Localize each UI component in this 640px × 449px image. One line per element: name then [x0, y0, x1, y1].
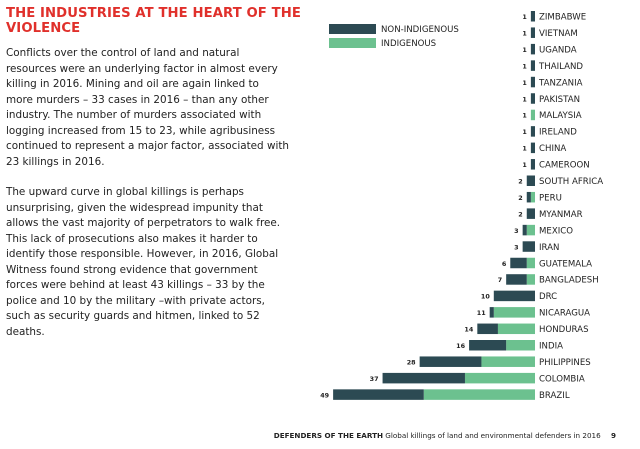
- value-label-honduras: 14: [464, 326, 473, 334]
- bar-non-indigenous-honduras: [477, 323, 498, 335]
- value-label-south-africa: 2: [518, 178, 522, 186]
- category-label-bangladesh: BANGLADESH: [539, 276, 599, 286]
- bar-indigenous-peru: [530, 191, 535, 203]
- value-label-peru: 2: [518, 194, 522, 202]
- value-label-colombia: 37: [370, 375, 379, 383]
- value-label-india: 16: [456, 342, 465, 350]
- category-label-guatemala: GUATEMALA: [539, 259, 592, 269]
- bar-indigenous-guatemala: [526, 257, 535, 269]
- value-label-zimbabwe: 1: [522, 13, 526, 21]
- value-label-brazil: 49: [320, 391, 329, 399]
- value-label-pakistan: 1: [522, 95, 526, 103]
- bar-non-indigenous-myanmar: [526, 208, 535, 219]
- category-label-philippines: PHILIPPINES: [539, 358, 591, 368]
- bar-non-indigenous-tanzania: [530, 76, 535, 88]
- value-label-ireland: 1: [522, 128, 526, 136]
- value-label-uganda: 1: [522, 46, 526, 54]
- category-label-colombia: COLOMBIA: [539, 374, 585, 384]
- value-label-myanmar: 2: [518, 210, 522, 218]
- bar-indigenous-mexico: [526, 224, 535, 236]
- footer: DEFENDERS OF THE EARTH Global killings o…: [274, 431, 616, 440]
- category-label-zimbabwe: ZIMBABWE: [539, 13, 586, 23]
- value-label-iran: 3: [514, 243, 518, 251]
- bar-non-indigenous-india: [469, 340, 507, 351]
- category-label-pakistan: PAKISTAN: [539, 95, 580, 105]
- value-label-philippines: 28: [407, 358, 416, 366]
- paragraph-1: Conflicts over the control of land and n…: [6, 47, 290, 168]
- category-label-tanzania: TANZANIA: [538, 78, 583, 88]
- bar-non-indigenous-cameroon: [530, 159, 535, 170]
- bar-non-indigenous-mexico: [522, 224, 527, 236]
- legend-swatch-non-indigenous: [329, 24, 376, 34]
- category-label-ireland: IRELAND: [539, 128, 577, 138]
- bar-indigenous-colombia: [464, 372, 535, 384]
- category-label-peru: PERU: [539, 193, 562, 203]
- category-label-brazil: BRAZIL: [539, 391, 570, 401]
- bar-non-indigenous-pakistan: [530, 93, 535, 104]
- category-label-south-africa: SOUTH AFRICA: [539, 177, 603, 187]
- bar-non-indigenous-peru: [526, 191, 531, 203]
- bar-non-indigenous-drc: [493, 290, 535, 302]
- value-label-bangladesh: 7: [498, 276, 502, 284]
- paragraph-2: The upward curve in global killings is p…: [6, 186, 281, 338]
- legend-swatch-indigenous: [329, 38, 376, 48]
- bar-non-indigenous-brazil: [333, 389, 424, 400]
- category-label-iran: IRAN: [539, 243, 559, 253]
- bar-non-indigenous-uganda: [530, 43, 535, 55]
- bar-indigenous-malaysia: [530, 109, 535, 121]
- category-label-cameroon: CAMEROON: [539, 161, 590, 171]
- value-label-cameroon: 1: [522, 161, 526, 169]
- page-title: THE INDUSTRIES AT THE HEART OF THE VIOLE…: [6, 6, 301, 36]
- category-label-thailand: THAILAND: [538, 62, 583, 72]
- bar-non-indigenous-vietnam: [530, 27, 535, 38]
- category-label-malaysia: MALAYSIA: [539, 111, 582, 121]
- category-label-uganda: UGANDA: [539, 45, 577, 55]
- value-label-guatemala: 6: [502, 260, 507, 268]
- value-label-vietnam: 1: [522, 29, 526, 37]
- bar-non-indigenous-ireland: [530, 126, 535, 137]
- bar-non-indigenous-bangladesh: [506, 274, 527, 285]
- page-number: 9: [610, 431, 616, 440]
- bar-indigenous-bangladesh: [526, 274, 535, 285]
- bar-non-indigenous-nicaragua: [489, 307, 494, 318]
- value-label-china: 1: [522, 145, 526, 153]
- bar-indigenous-india: [506, 340, 535, 351]
- category-label-china: CHINA: [539, 144, 566, 154]
- bar-indigenous-nicaragua: [493, 307, 535, 318]
- bar-indigenous-brazil: [423, 389, 535, 400]
- bar-indigenous-honduras: [497, 323, 535, 335]
- category-label-drc: DRC: [539, 292, 557, 302]
- value-label-drc: 10: [481, 293, 490, 301]
- value-label-tanzania: 1: [522, 79, 526, 87]
- bar-indigenous-philippines: [481, 356, 535, 367]
- value-label-malaysia: 1: [522, 112, 526, 120]
- value-label-thailand: 1: [522, 62, 526, 70]
- bar-non-indigenous-iran: [522, 241, 535, 252]
- legend-label-non-indigenous: NON-INDIGENOUS: [381, 25, 459, 35]
- bar-non-indigenous-china: [530, 142, 535, 154]
- bar-non-indigenous-colombia: [382, 372, 465, 384]
- bar-non-indigenous-south-africa: [526, 175, 535, 186]
- bar-non-indigenous-guatemala: [510, 257, 527, 269]
- bar-non-indigenous-thailand: [530, 60, 535, 71]
- category-label-india: INDIA: [539, 342, 563, 352]
- value-label-mexico: 3: [514, 227, 518, 235]
- category-label-myanmar: MYANMAR: [539, 210, 583, 220]
- category-label-mexico: MEXICO: [539, 226, 573, 236]
- bar-non-indigenous-philippines: [419, 356, 482, 367]
- value-label-nicaragua: 11: [477, 309, 486, 317]
- footer-publication: DEFENDERS OF THE EARTH: [273, 431, 383, 440]
- footer-subtitle: Global killings of land and environmenta…: [385, 431, 601, 440]
- category-label-vietnam: VIETNAM: [539, 29, 578, 39]
- category-label-honduras: HONDURAS: [539, 325, 589, 335]
- category-label-nicaragua: NICARAGUA: [539, 309, 590, 319]
- legend-label-indigenous: INDIGENOUS: [381, 39, 436, 49]
- bar-non-indigenous-zimbabwe: [530, 11, 535, 22]
